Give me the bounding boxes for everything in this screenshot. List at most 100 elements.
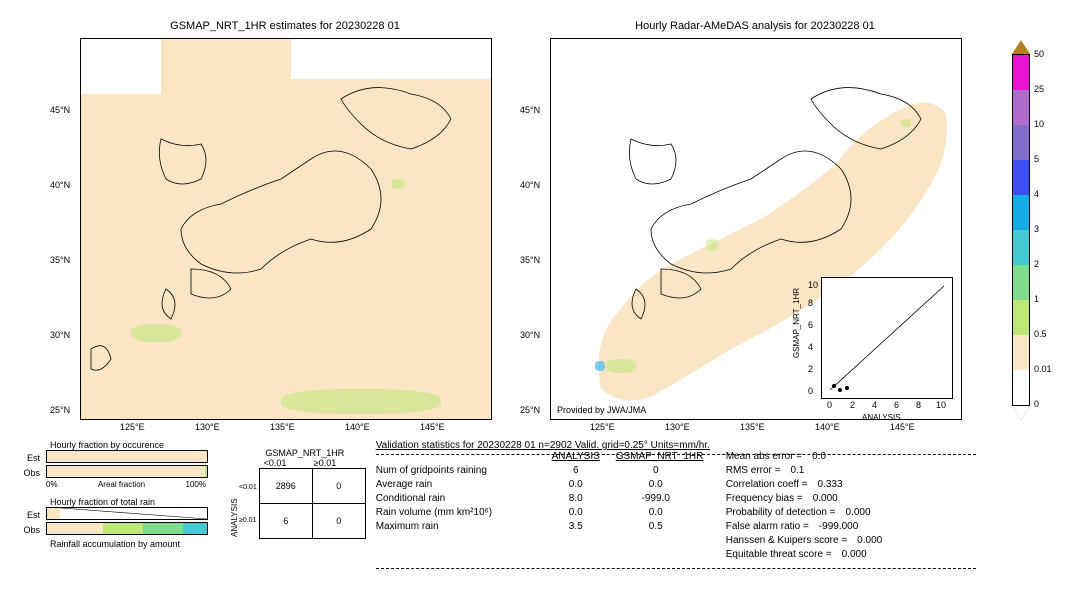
colorbar-tick: 5 — [1034, 154, 1039, 164]
occ-obs-tail — [205, 466, 207, 477]
metric-label: Probability of detection = — [726, 507, 836, 518]
metric-label: Equitable threat score = — [726, 549, 832, 560]
metric-label: Frequency bias = — [726, 493, 803, 504]
stats-row: Rain volume (mm km²10⁶) 0.0 0.0 — [376, 507, 696, 518]
metric-val: 0.000 — [842, 549, 867, 560]
metric-val: 0.333 — [818, 479, 843, 490]
ct-row-lt: <0.01 — [239, 471, 257, 504]
stats-v1: 0.0 — [536, 507, 616, 518]
ytick: 35°N — [520, 255, 540, 265]
col-blank — [376, 451, 536, 462]
sy: 2 — [808, 364, 813, 374]
occ-obs-bar — [46, 465, 208, 478]
col2-h: GSMAP_NRT_1HR — [616, 451, 696, 462]
ytick: 40°N — [520, 180, 540, 190]
xtick: 135°E — [270, 422, 295, 432]
stats-row: Num of gridpoints raining 6 0 — [376, 465, 696, 476]
sy: 0 — [808, 386, 813, 396]
stats-label: Num of gridpoints raining — [376, 465, 536, 476]
scatter-inset: 0 2 4 6 8 10 0 2 4 6 8 10 ANALYSIS GSMAP… — [821, 277, 953, 399]
tot-est-seg — [47, 508, 60, 519]
stats-cols: ANALYSIS GSMAP_NRT_1HR Num of gridpoints… — [376, 451, 1070, 563]
xf0: 0% — [46, 480, 58, 489]
ct-row-header: ANALYSIS — [230, 471, 239, 537]
metric-val: 0.000 — [846, 507, 871, 518]
metric-row: False alarm ratio = -999.000 — [726, 521, 882, 532]
stats-v2: 0 — [616, 465, 696, 476]
xtick: 125°E — [120, 422, 145, 432]
col1-h: ANALYSIS — [536, 451, 616, 462]
colorbar-tick: 0 — [1034, 399, 1039, 409]
colorbar-segment — [1013, 230, 1029, 265]
metric-row: Equitable threat score = 0.000 — [726, 549, 882, 560]
ytick: 45°N — [520, 105, 540, 115]
xtick: 130°E — [195, 422, 220, 432]
sx: 0 — [827, 400, 832, 410]
figure-container: GSMAP_NRT_1HR estimates for 20230228 01 … — [10, 10, 1070, 602]
stats-label: Rain volume (mm km²10⁶) — [376, 507, 536, 518]
cb-arrow-top — [1012, 40, 1030, 54]
ytick: 40°N — [50, 180, 70, 190]
contingency-block: GSMAP_NRT_1HR <0.01 ≥0.01 ANALYSIS <0.01… — [230, 448, 366, 563]
colorbar-tick: 10 — [1034, 119, 1044, 129]
scatter-xlabel: ANALYSIS — [862, 413, 901, 422]
stats-row: Maximum rain 3.5 0.5 — [376, 521, 696, 532]
metric-val: -999.000 — [819, 521, 858, 532]
sx: 10 — [936, 400, 946, 410]
colorbar-tick: 50 — [1034, 49, 1044, 59]
stats-row: Conditional rain 8.0 -999.0 — [376, 493, 696, 504]
metric-val: 0.000 — [857, 535, 882, 546]
ct-00: 2896 — [259, 469, 312, 504]
stats-title: Validation statistics for 20230228 01 n=… — [376, 440, 1070, 451]
colorbar-segment — [1013, 335, 1029, 370]
colorbar: 502510543210.50.010 — [1012, 40, 1030, 418]
sx: 6 — [894, 400, 899, 410]
dashline-bottom — [376, 568, 976, 569]
accum-title: Rainfall accumulation by amount — [50, 539, 210, 549]
obs-label: Obs — [10, 468, 40, 478]
occ-est-seg — [47, 451, 207, 462]
ytick: 25°N — [50, 405, 70, 415]
colorbar-tick: 3 — [1034, 224, 1039, 234]
contingency-table: 28960 60 — [259, 468, 366, 539]
stats-row: Average rain 0.0 0.0 — [376, 479, 696, 490]
stats-v1: 0.0 — [536, 479, 616, 490]
fraction-block: Hourly fraction by occurence Est Obs 0% … — [10, 440, 210, 563]
xtick: 135°E — [740, 422, 765, 432]
occ-obs-seg — [47, 466, 205, 477]
stats-v2: 0.5 — [616, 521, 696, 532]
stats-left-col: ANALYSIS GSMAP_NRT_1HR Num of gridpoints… — [376, 451, 696, 563]
stats-v1: 8.0 — [536, 493, 616, 504]
est-label2: Est — [10, 510, 40, 520]
colorbar-tick: 2 — [1034, 259, 1039, 269]
tot-est-bar — [46, 507, 208, 520]
ct-01: 0 — [312, 469, 365, 504]
ct-col-header: GSMAP_NRT_1HR — [244, 448, 366, 458]
colorbar-tick: 25 — [1034, 84, 1044, 94]
tot-title: Hourly fraction of total rain — [50, 497, 210, 507]
stats-v1: 6 — [536, 465, 616, 476]
stats-label: Conditional rain — [376, 493, 536, 504]
map-left-panel — [80, 38, 492, 420]
ct-col-lt: <0.01 — [250, 458, 300, 468]
metric-row: Frequency bias = 0.000 — [726, 493, 882, 504]
metric-row: Probability of detection = 0.000 — [726, 507, 882, 518]
ytick: 25°N — [520, 405, 540, 415]
stats-rows: Num of gridpoints raining 6 0 Average rai… — [376, 465, 696, 532]
ct-11: 0 — [312, 504, 365, 539]
sx: 4 — [872, 400, 877, 410]
stats-v2: 0.0 — [616, 507, 696, 518]
xtick: 145°E — [420, 422, 445, 432]
xtick: 145°E — [890, 422, 915, 432]
sx: 8 — [916, 400, 921, 410]
obs-label2: Obs — [10, 525, 40, 535]
metric-val: 0.0 — [812, 451, 826, 462]
colorbar-segment — [1013, 370, 1029, 405]
xf1: Areal fraction — [98, 480, 145, 489]
stats-metrics: Mean abs error = 0.0RMS error = 0.1Corre… — [726, 451, 882, 563]
colorbar-tick: 1 — [1034, 294, 1039, 304]
metric-label: RMS error = — [726, 465, 781, 476]
provided-by: Provided by JWA/JMA — [557, 405, 646, 415]
colorbar-tick: 0.01 — [1034, 364, 1052, 374]
metric-row: Correlation coeff = 0.333 — [726, 479, 882, 490]
